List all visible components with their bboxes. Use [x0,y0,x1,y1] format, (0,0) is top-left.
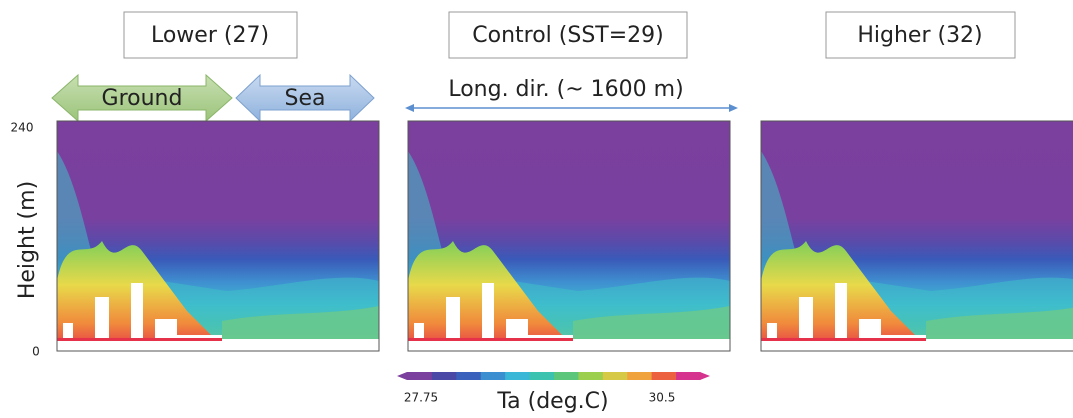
temperature-field [57,121,379,351]
ground-label: Ground [102,86,183,111]
direction-label: Long. dir. (~ 1600 m) [448,77,683,102]
colorbar-swatch [407,372,432,380]
colorbar-swatch [626,372,652,380]
temperature-field [408,121,730,351]
temperature-field [761,121,1073,351]
panel-title: Control (SST=29) [472,23,663,48]
y-tick-label: 0 [32,345,40,359]
colorbar-swatch [529,372,554,380]
colorbar-max: 30.5 [649,391,676,405]
colorbar-swatch [480,372,506,380]
colorbar-label: Ta (deg.C) [496,389,608,414]
panel-title: Higher (32) [857,23,982,48]
colorbar-swatch [504,372,530,380]
colorbar-swatch [651,372,677,380]
colorbar-swatch [602,372,628,380]
sea-label: Sea [285,86,326,111]
colorbar-swatch [675,372,701,380]
colorbar-swatch [455,372,481,380]
colorbar-min: 27.75 [404,391,438,405]
colorbar: 27.75 30.5 Ta (deg.C) [397,372,710,414]
panel-title: Lower (27) [151,23,269,48]
colorbar-swatch [553,372,579,380]
colorbar-swatch [577,372,603,380]
panel-titles: Lower (27) Control (SST=29) Higher (32) [123,11,1016,59]
y-axis: Height (m) 240 0 [11,121,40,359]
y-tick-label: 240 [11,121,34,135]
colorbar-swatch [431,372,457,380]
y-axis-label: Height (m) [15,181,40,299]
region-arrows: Ground Sea Long. dir. (~ 1600 m) [51,73,738,123]
panels [56,120,1073,352]
